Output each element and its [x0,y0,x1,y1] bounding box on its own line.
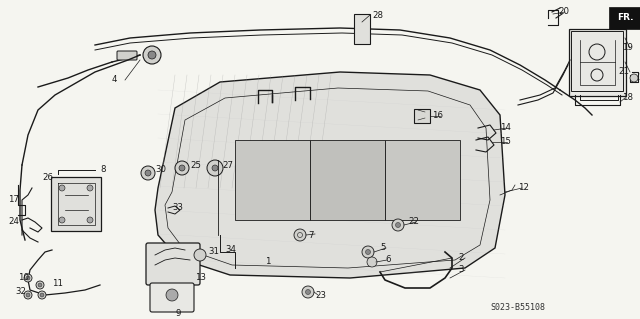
Circle shape [24,291,32,299]
Text: 31: 31 [208,248,219,256]
FancyBboxPatch shape [150,283,194,312]
FancyBboxPatch shape [609,7,640,29]
Circle shape [365,249,371,255]
Circle shape [87,185,93,191]
Text: 18: 18 [622,93,633,102]
Text: S023-B55108: S023-B55108 [490,303,545,313]
Text: 22: 22 [408,218,419,226]
Text: 7: 7 [308,231,314,240]
Circle shape [212,165,218,171]
Circle shape [194,249,206,261]
Text: FR.: FR. [617,13,633,23]
Circle shape [302,286,314,298]
Text: 14: 14 [500,123,511,132]
Circle shape [305,290,310,294]
Circle shape [38,291,46,299]
Text: 13: 13 [195,273,206,283]
Circle shape [367,257,377,267]
Text: 25: 25 [190,160,201,169]
Text: 15: 15 [500,137,511,146]
Text: 3: 3 [458,265,463,275]
FancyBboxPatch shape [51,177,101,231]
Circle shape [145,170,151,176]
Circle shape [26,276,30,280]
Circle shape [143,46,161,64]
Polygon shape [385,140,460,220]
Text: 2: 2 [458,254,463,263]
Polygon shape [310,140,385,220]
Circle shape [148,51,156,59]
FancyBboxPatch shape [414,109,430,123]
Circle shape [166,289,178,301]
Text: 9: 9 [175,308,180,317]
Text: 27: 27 [222,160,233,169]
Text: 10: 10 [18,272,29,281]
Circle shape [362,246,374,258]
FancyBboxPatch shape [569,29,626,96]
Circle shape [179,165,185,171]
FancyBboxPatch shape [117,51,137,60]
Text: 29: 29 [638,73,640,83]
Text: 30: 30 [155,166,166,174]
Text: 28: 28 [372,11,383,19]
Text: 24: 24 [8,218,19,226]
Text: 34: 34 [225,246,236,255]
Text: 21: 21 [618,68,629,77]
Text: 4: 4 [112,76,118,85]
Circle shape [59,185,65,191]
Circle shape [294,229,306,241]
Text: 19: 19 [622,43,633,53]
Text: 32: 32 [15,287,26,296]
FancyBboxPatch shape [354,14,370,44]
Text: 5: 5 [380,243,385,253]
Circle shape [38,283,42,287]
Circle shape [26,293,30,297]
Text: 16: 16 [432,112,443,121]
Circle shape [36,281,44,289]
Text: 12: 12 [518,183,529,192]
Text: 23: 23 [315,291,326,300]
Circle shape [24,274,32,282]
Circle shape [396,222,401,227]
Text: 11: 11 [52,278,63,287]
Text: 17: 17 [8,196,19,204]
Circle shape [175,161,189,175]
Circle shape [40,293,44,297]
Circle shape [59,217,65,223]
Circle shape [87,217,93,223]
FancyBboxPatch shape [146,243,200,285]
Text: 26: 26 [42,174,53,182]
Text: 1: 1 [265,257,271,266]
Text: 33: 33 [172,203,183,211]
Text: 8: 8 [100,166,106,174]
Polygon shape [235,140,310,220]
Text: 20: 20 [558,8,569,17]
Circle shape [630,74,638,82]
Circle shape [207,160,223,176]
Text: 6: 6 [385,256,390,264]
Circle shape [141,166,155,180]
Polygon shape [155,72,505,278]
Circle shape [392,219,404,231]
